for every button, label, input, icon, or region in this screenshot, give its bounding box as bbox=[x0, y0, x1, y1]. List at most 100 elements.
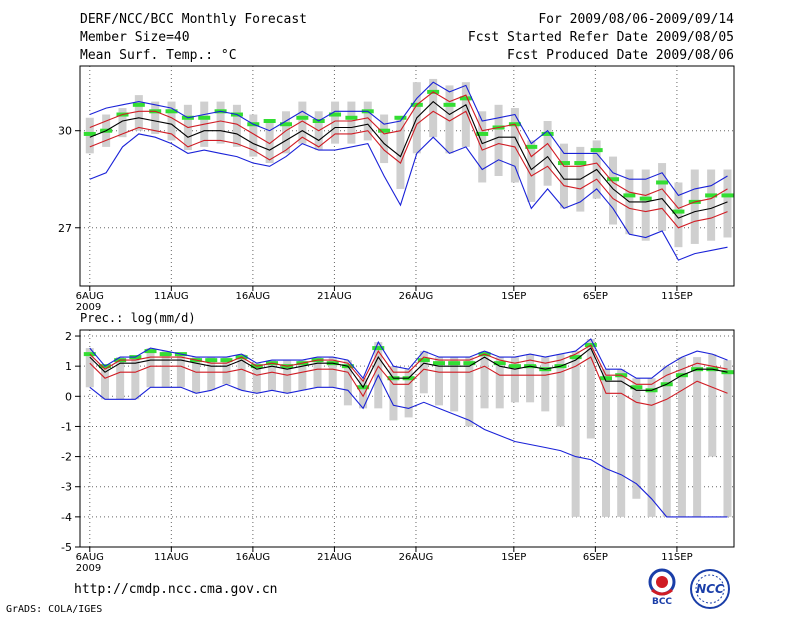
source-url[interactable]: http://cmdp.ncc.cma.gov.cn bbox=[74, 582, 278, 597]
observed-dash bbox=[205, 358, 218, 363]
spread-bar bbox=[283, 360, 292, 394]
spread-bar bbox=[298, 101, 307, 144]
observed-dash bbox=[590, 148, 603, 153]
spread-bar bbox=[347, 101, 356, 144]
observed-dash bbox=[448, 361, 461, 366]
spread-bar bbox=[571, 351, 580, 517]
plot-frame bbox=[79, 65, 735, 287]
spread-bar bbox=[559, 143, 568, 209]
observed-dash bbox=[508, 364, 521, 369]
spread-bar bbox=[662, 366, 671, 517]
spread-bar bbox=[609, 156, 618, 225]
x-tick-label: 16AUG bbox=[236, 552, 271, 563]
observed-dash bbox=[198, 115, 211, 120]
spread-bar bbox=[252, 363, 261, 394]
observed-dash bbox=[279, 122, 292, 127]
spread-bar bbox=[445, 85, 454, 154]
x-tick-label: 11AUG bbox=[154, 552, 189, 563]
panel-1: 6AUG 11AUG 16AUG 21AUG 26AUG 1SEP 6SEP 11SEP 200… bbox=[58, 65, 735, 313]
y-tick-label: -3 bbox=[61, 481, 72, 494]
spread-bar bbox=[690, 169, 699, 244]
x-tick-label: 1SEP bbox=[501, 552, 526, 563]
y-tick-label: 27 bbox=[58, 222, 72, 235]
spread-bar bbox=[265, 121, 274, 164]
ncc-logo-text: NCC bbox=[696, 582, 724, 596]
spread-bar bbox=[85, 348, 94, 388]
observed-dash bbox=[83, 352, 96, 357]
spread-bar bbox=[556, 354, 565, 427]
observed-dash bbox=[345, 115, 358, 120]
y-tick-label: 30 bbox=[58, 125, 72, 138]
observed-dash bbox=[132, 102, 145, 107]
x-tick-label: 26AUG bbox=[399, 291, 434, 302]
observed-dash bbox=[672, 209, 685, 214]
bcc-logo: BCC bbox=[648, 568, 676, 607]
chart-title: DERF/NCC/BCC Monthly Forecast bbox=[80, 12, 307, 27]
spread-bar bbox=[331, 101, 340, 144]
x-tick-label: 6AUG bbox=[76, 552, 104, 563]
spread-bar bbox=[176, 354, 185, 388]
x-tick-label: 16AUG bbox=[236, 291, 271, 302]
spread-bar bbox=[494, 104, 503, 176]
observed-dash bbox=[541, 131, 554, 136]
x-tick-label: 6AUG bbox=[76, 291, 104, 302]
spread-bar bbox=[707, 169, 716, 241]
observed-dash bbox=[569, 355, 582, 360]
temp-variable-label: Mean Surf. Temp.: °C bbox=[80, 48, 237, 63]
forecast-produced-date: Fcst Produced Date 2009/08/06 bbox=[507, 48, 734, 63]
year-label: 2009 bbox=[76, 302, 101, 313]
observed-dash bbox=[378, 128, 391, 133]
observed-dash bbox=[607, 177, 620, 182]
spread-bar bbox=[232, 104, 241, 147]
spread-bar bbox=[146, 348, 155, 388]
spread-bar bbox=[216, 101, 225, 144]
spread-bar bbox=[510, 357, 519, 403]
y-tick-label: -2 bbox=[61, 451, 72, 464]
spread-bar bbox=[222, 357, 231, 385]
bcc-logo-text: BCC bbox=[652, 597, 672, 607]
observed-dash bbox=[159, 352, 172, 357]
spread-bar bbox=[641, 169, 650, 241]
spread-bar bbox=[693, 357, 702, 517]
observed-dash bbox=[463, 361, 476, 366]
spread-bar bbox=[647, 378, 656, 517]
spread-bar bbox=[526, 354, 535, 403]
spread-bar bbox=[207, 357, 216, 391]
precip-variable-label: Prec.: log(mm/d) bbox=[80, 311, 196, 325]
observed-dash bbox=[574, 161, 587, 166]
x-tick-label: 1SEP bbox=[501, 291, 526, 302]
spread-bar bbox=[396, 117, 405, 189]
spread-bar bbox=[450, 357, 459, 412]
observed-dash bbox=[639, 196, 652, 201]
spread-bar bbox=[434, 357, 443, 406]
panel-2: 6AUG 11AUG 16AUG 21AUG 26AUG 1SEP 6SEP 11SEP 200… bbox=[61, 311, 735, 574]
y-tick-label: 2 bbox=[65, 330, 72, 343]
spread-bar bbox=[161, 351, 170, 388]
spread-bar bbox=[298, 360, 307, 391]
series-ensemble-max bbox=[89, 81, 728, 197]
observed-dash bbox=[263, 119, 276, 123]
spread-bar bbox=[658, 163, 667, 231]
x-tick-label: 11SEP bbox=[661, 552, 692, 563]
x-tick-label: 11SEP bbox=[661, 291, 692, 302]
y-tick-label: -4 bbox=[61, 511, 72, 524]
spread-bar bbox=[723, 360, 732, 517]
y-tick-label: 1 bbox=[65, 360, 72, 373]
spread-bar bbox=[100, 366, 109, 400]
spread-bar bbox=[602, 369, 611, 517]
spread-bar bbox=[495, 357, 504, 409]
series-ensemble-min bbox=[89, 133, 728, 261]
observed-dash bbox=[443, 102, 456, 107]
series-lower bbox=[89, 110, 728, 229]
spread-bar bbox=[617, 369, 626, 517]
plot-frame bbox=[79, 329, 735, 548]
spread-bar bbox=[249, 114, 258, 157]
spread-bar bbox=[677, 357, 686, 517]
spread-bar bbox=[167, 101, 176, 141]
observed-dash bbox=[476, 131, 489, 136]
spread-bar bbox=[708, 354, 717, 457]
spread-bar bbox=[478, 111, 487, 183]
spread-bar bbox=[267, 360, 276, 391]
observed-dash bbox=[721, 193, 734, 198]
